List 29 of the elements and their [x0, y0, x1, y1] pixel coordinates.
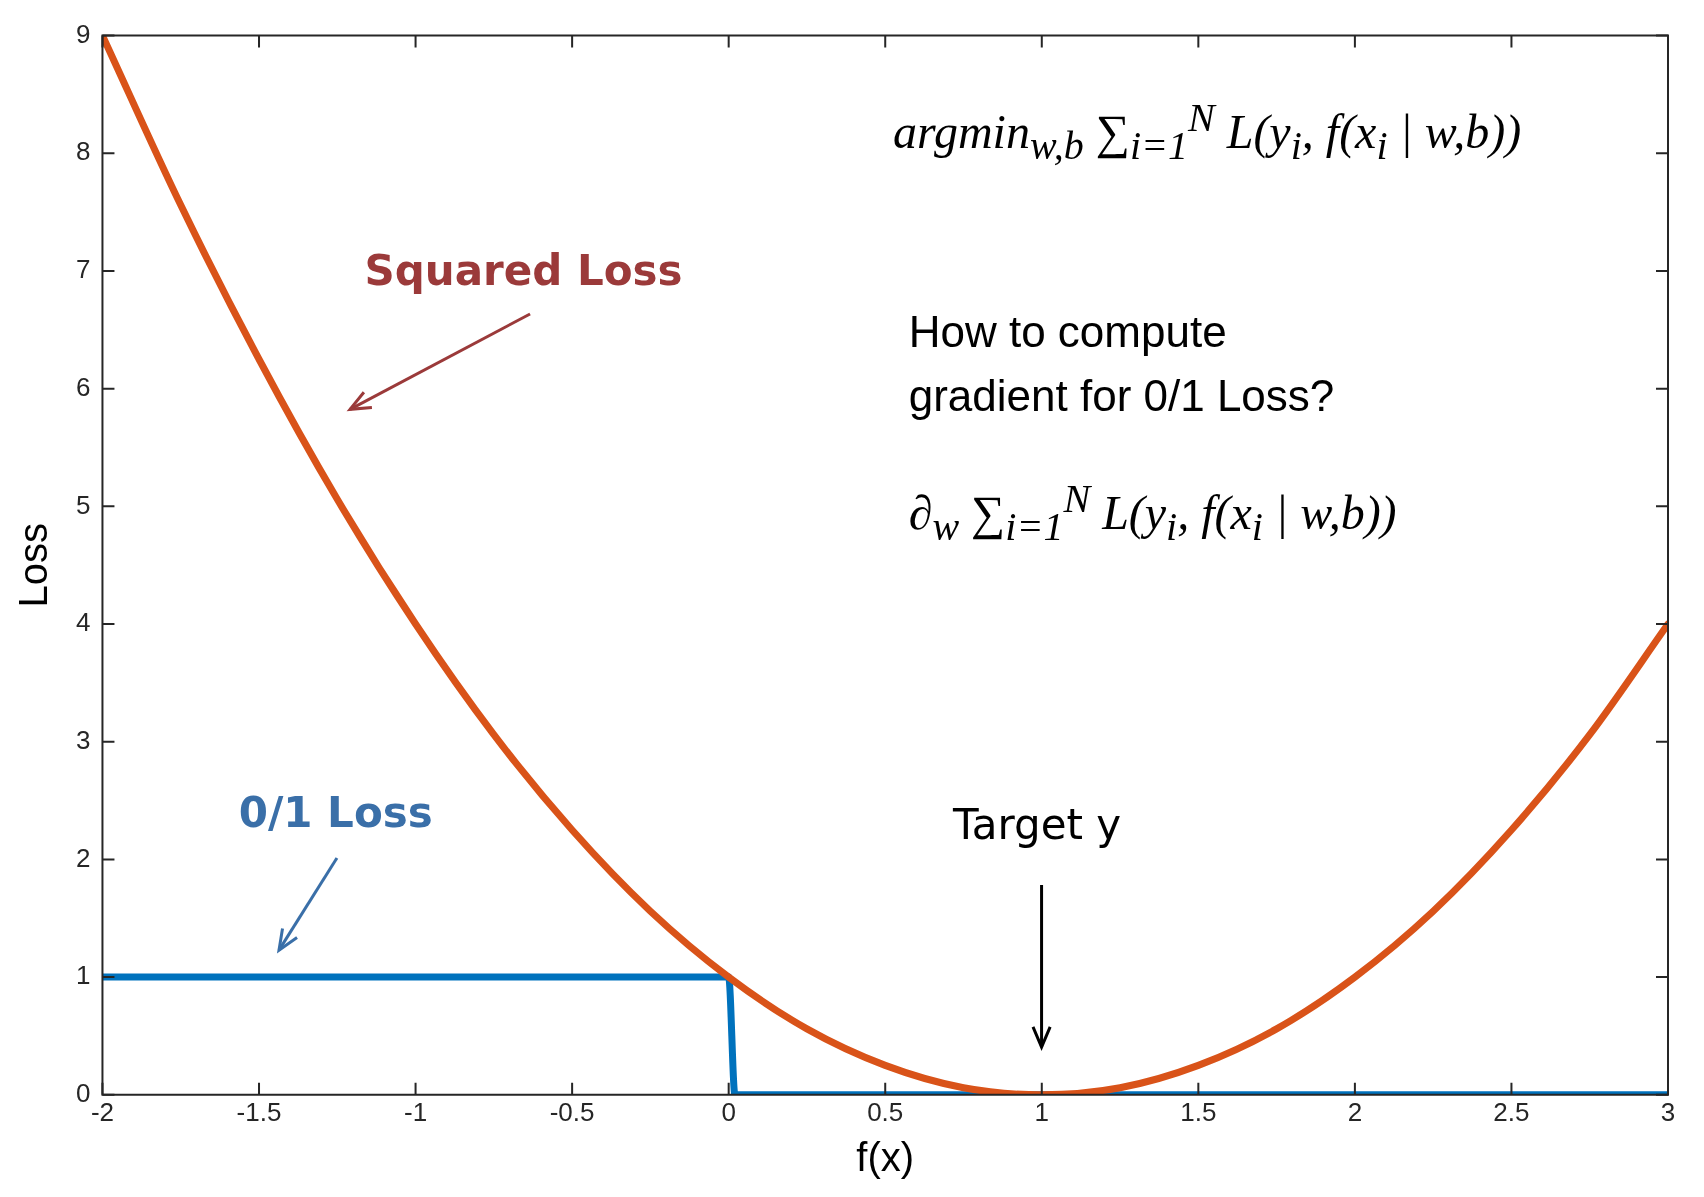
y-tick-label: 5 [75, 489, 91, 520]
y-tick-label: 3 [75, 724, 91, 755]
annotation: Target y [953, 799, 1122, 849]
y-tick-label: 6 [75, 371, 91, 402]
x-tick-label: 0 [721, 1096, 736, 1127]
text: ∂$_{w}$ ∑$_{i=1}$$^{N}$ L(y$_{i}$, f(x$_{i}$ | w,b)) [908, 475, 1397, 549]
y-axis-title: Loss [11, 522, 56, 608]
annotation: How to compute gradient for 0/1 Loss? [908, 306, 1336, 423]
annotation: 0/1 Loss [238, 787, 433, 837]
x-axis-title: f(x) [856, 1135, 915, 1180]
y-tick-label: 0 [75, 1077, 91, 1108]
y-tick-label: 4 [75, 607, 91, 638]
x-tick-label: 0.5 [867, 1096, 904, 1127]
x-tick-label: -0.5 [549, 1096, 595, 1127]
x-tick-label: -2 [90, 1096, 115, 1127]
x-tick-label: 2 [1347, 1096, 1363, 1127]
annotation: Squared Loss [364, 245, 683, 295]
y-tick-label: 2 [75, 842, 91, 873]
y-tick-label: 9 [75, 18, 91, 49]
x-tick-label: -1 [404, 1096, 428, 1127]
y-tick-label: 7 [75, 254, 91, 285]
y-tick-label: 8 [75, 136, 91, 167]
x-tick-label: 2.5 [1493, 1096, 1530, 1127]
x-tick-label: 3 [1660, 1096, 1676, 1127]
y-tick-label: 1 [75, 960, 91, 991]
x-tick-label: 1 [1034, 1096, 1050, 1127]
x-tick-label: 1.5 [1180, 1096, 1217, 1127]
x-tick-label: -1.5 [236, 1096, 282, 1127]
text: argmin$_{w,b}$ ∑$_{i=1}$$^{N}$ L(y$_{i}$, f(x$_{i}$ | w,b)) [893, 94, 1522, 168]
